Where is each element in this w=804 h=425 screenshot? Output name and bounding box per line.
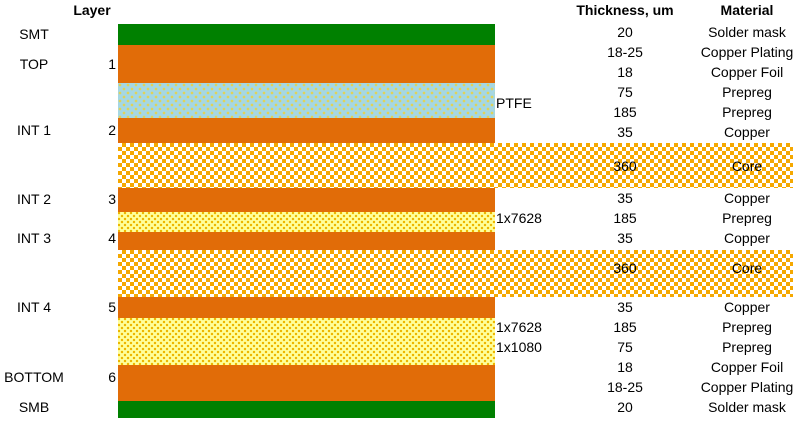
- thickness-value: 18-25: [607, 44, 643, 60]
- material-value: Prepreg: [722, 104, 772, 120]
- thickness-value: 18: [617, 64, 633, 80]
- layer-name-smb: SMB: [18, 399, 50, 415]
- layer-name-int2: INT 2: [17, 191, 51, 207]
- material-value: Copper Plating: [700, 44, 794, 60]
- thickness-value: 18-25: [607, 379, 643, 395]
- thickness-column-header: Thickness, um: [576, 2, 674, 18]
- material-value: Copper: [724, 299, 770, 315]
- thickness-value: 35: [617, 230, 633, 246]
- material-value: Prepreg: [722, 210, 772, 226]
- layer-name-int3: INT 3: [17, 230, 51, 246]
- glass-style-label-1: 1x7628: [496, 210, 542, 226]
- material-value: Copper Foil: [710, 359, 784, 375]
- band-prepreg-2: [118, 318, 495, 365]
- material-value: Core: [731, 260, 763, 276]
- thickness-value: 360: [613, 158, 637, 174]
- layer-name-int1: INT 1: [17, 122, 51, 138]
- thickness-value: 20: [617, 399, 633, 415]
- thickness-value: 75: [617, 84, 633, 100]
- layer-name-top: TOP: [19, 56, 49, 72]
- thickness-value: 35: [617, 124, 633, 140]
- thickness-value: 185: [613, 210, 637, 226]
- glass-style-label-3: 1x1080: [496, 339, 542, 355]
- layer-name-int4: INT 4: [17, 299, 51, 315]
- material-value: Prepreg: [722, 84, 772, 100]
- thickness-value: 75: [617, 339, 633, 355]
- ptfe-label: PTFE: [496, 95, 532, 111]
- band-prepreg-1: [118, 212, 495, 232]
- thickness-value: 35: [617, 299, 633, 315]
- material-value: Solder mask: [708, 24, 786, 40]
- material-value: Core: [731, 158, 763, 174]
- layer-number-6: 6: [108, 369, 116, 385]
- material-value: Copper: [724, 190, 770, 206]
- layer-number-4: 4: [108, 230, 116, 246]
- band-core-1: [118, 143, 793, 188]
- thickness-value: 185: [613, 104, 637, 120]
- band-copper-bottom: [118, 365, 495, 401]
- thickness-value: 360: [613, 260, 637, 276]
- layer-number-2: 2: [108, 122, 116, 138]
- layer-number-1: 1: [108, 56, 116, 72]
- band-copper-int3: [118, 232, 495, 250]
- band-solder-mask-bottom: [118, 401, 495, 418]
- layer-number-5: 5: [108, 299, 116, 315]
- material-value: Copper Foil: [710, 64, 784, 80]
- band-copper-int1: [118, 118, 495, 143]
- glass-style-label-2: 1x7628: [496, 319, 542, 335]
- thickness-value: 185: [613, 319, 637, 335]
- material-value: Solder mask: [708, 399, 786, 415]
- layer-name-smt: SMT: [19, 26, 49, 42]
- layer-number-3: 3: [108, 191, 116, 207]
- band-core-2: [118, 250, 793, 297]
- thickness-value: 35: [617, 190, 633, 206]
- thickness-value: 18: [617, 359, 633, 375]
- band-copper-int4: [118, 297, 495, 318]
- band-solder-mask-top: [118, 24, 495, 45]
- layer-name-bottom: BOTTOM: [4, 369, 64, 385]
- band-ptfe-prepreg: [118, 83, 495, 118]
- thickness-value: 20: [617, 24, 633, 40]
- material-value: Prepreg: [722, 339, 772, 355]
- band-copper-int2: [118, 188, 495, 212]
- material-column-header: Material: [720, 2, 774, 18]
- band-copper-top: [118, 45, 495, 83]
- material-value: Copper Plating: [700, 379, 794, 395]
- layer-column-header: Layer: [73, 2, 111, 18]
- material-value: Prepreg: [722, 319, 772, 335]
- material-value: Copper: [724, 230, 770, 246]
- material-value: Copper: [724, 124, 770, 140]
